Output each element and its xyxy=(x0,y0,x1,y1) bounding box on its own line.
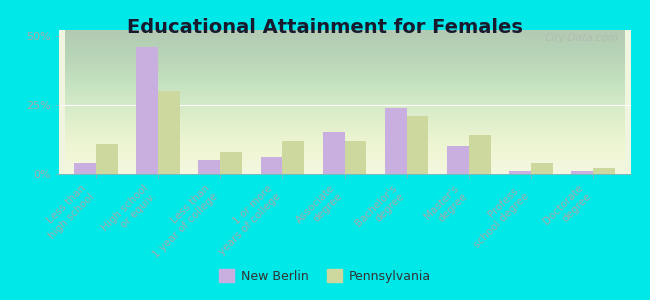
Bar xyxy=(261,158,282,174)
Bar xyxy=(469,135,491,174)
Bar xyxy=(344,141,366,174)
Bar xyxy=(447,146,469,174)
Bar xyxy=(96,143,118,174)
Bar xyxy=(198,160,220,174)
Text: Educational Attainment for Females: Educational Attainment for Females xyxy=(127,18,523,37)
Legend: New Berlin, Pennsylvania: New Berlin, Pennsylvania xyxy=(214,264,436,288)
Bar xyxy=(136,46,158,174)
Bar xyxy=(407,116,428,174)
Bar xyxy=(385,107,407,174)
Bar xyxy=(571,171,593,174)
Bar xyxy=(531,163,552,174)
Bar xyxy=(74,163,96,174)
Text: City-Data.com: City-Data.com xyxy=(545,33,619,43)
Bar xyxy=(282,141,304,174)
Bar xyxy=(323,133,345,174)
Bar xyxy=(158,91,180,174)
Bar xyxy=(509,171,531,174)
Bar xyxy=(220,152,242,174)
Bar xyxy=(593,169,615,174)
